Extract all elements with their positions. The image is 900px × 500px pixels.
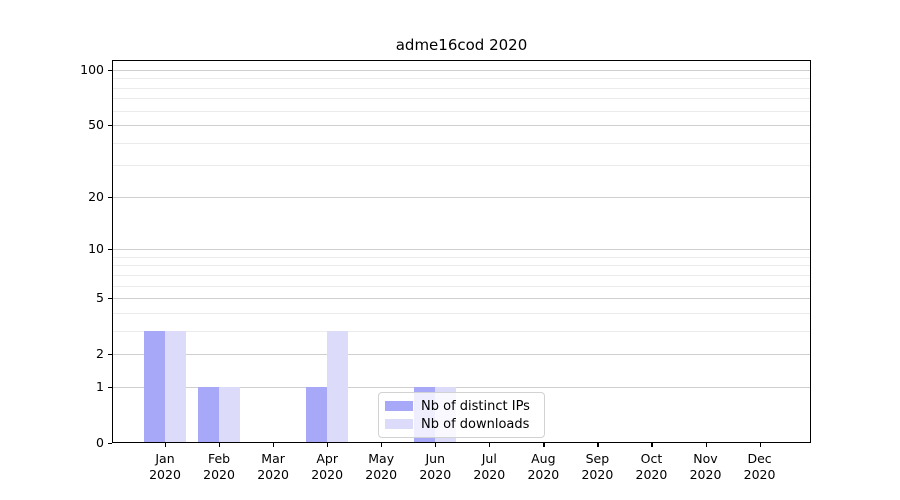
minor-gridline <box>113 165 810 167</box>
x-tick-label: Dec 2020 <box>743 451 776 482</box>
x-tick-label: Sep 2020 <box>581 451 614 482</box>
minor-gridline <box>113 285 810 287</box>
x-tick-label: Aug 2020 <box>527 451 560 482</box>
minor-gridline <box>113 142 810 144</box>
x-tick-label: Nov 2020 <box>689 451 722 482</box>
y-tick-label: 1 <box>96 378 104 394</box>
x-tick-label: Feb 2020 <box>203 451 235 482</box>
x-tick-label: May 2020 <box>365 451 398 482</box>
y-tick-mark <box>108 196 112 199</box>
minor-gridline <box>113 312 810 314</box>
x-tick-mark <box>651 443 653 447</box>
x-tick-mark <box>381 443 383 447</box>
minor-gridline <box>113 110 810 112</box>
y-tick-mark <box>108 249 112 251</box>
y-tick-mark <box>108 70 112 72</box>
x-tick-mark <box>327 443 329 447</box>
y-tick-mark <box>108 298 112 300</box>
minor-gridline <box>113 256 810 258</box>
y-tick-label: 50 <box>88 117 104 133</box>
minor-gridline <box>113 78 810 80</box>
minor-gridline <box>113 265 810 267</box>
legend-swatch-downloads <box>385 419 413 429</box>
bar-downloads <box>165 330 186 443</box>
y-tick-label: 100 <box>80 62 104 77</box>
x-tick-mark <box>165 443 167 447</box>
y-tick-label: 2 <box>96 346 104 362</box>
legend-swatch-distinct-ips <box>385 401 413 411</box>
chart-title: adme16cod 2020 <box>395 36 528 54</box>
plot-area <box>112 60 811 443</box>
y-tick-label: 0 <box>96 435 104 450</box>
y-tick-mark <box>108 354 112 356</box>
y-tick-mark <box>108 443 112 445</box>
x-tick-mark <box>489 443 491 447</box>
legend-item-distinct-ips: Nb of distinct IPs <box>385 399 538 414</box>
major-gridline <box>113 298 810 300</box>
y-tick-label: 5 <box>96 290 104 306</box>
x-tick-label: Jul 2020 <box>473 451 506 482</box>
major-gridline <box>113 249 810 251</box>
minor-gridline <box>113 330 810 332</box>
bar-distinct-ips <box>198 386 220 443</box>
x-tick-label: Jun 2020 <box>419 451 452 482</box>
minor-gridline <box>113 274 810 276</box>
x-tick-mark <box>543 443 545 447</box>
major-gridline <box>113 125 810 127</box>
legend: Nb of distinct IPs Nb of downloads <box>378 392 545 438</box>
y-tick-label: 10 <box>88 241 104 257</box>
bar-downloads <box>327 330 349 443</box>
legend-label-distinct-ips: Nb of distinct IPs <box>421 398 530 414</box>
major-gridline <box>113 386 810 388</box>
x-tick-label: Mar 2020 <box>257 451 289 482</box>
bar-distinct-ips <box>306 386 328 443</box>
major-gridline <box>113 196 810 198</box>
minor-gridline <box>113 87 810 89</box>
bar-downloads <box>219 386 241 443</box>
x-tick-mark <box>219 443 221 447</box>
bar-distinct-ips <box>144 330 165 443</box>
minor-gridline <box>113 98 810 100</box>
x-tick-label: Oct 2020 <box>635 451 668 482</box>
major-gridline <box>113 354 810 356</box>
x-tick-label: Apr 2020 <box>311 451 344 482</box>
x-tick-label: Jan 2020 <box>149 451 181 482</box>
y-tick-label: 20 <box>88 188 104 204</box>
x-tick-mark <box>273 443 275 447</box>
y-tick-mark <box>108 386 112 389</box>
major-gridline <box>113 70 810 71</box>
legend-label-downloads: Nb of downloads <box>421 416 530 432</box>
x-tick-mark <box>435 443 437 447</box>
x-tick-mark <box>705 443 707 447</box>
x-tick-mark <box>759 443 761 447</box>
x-tick-mark <box>597 443 599 447</box>
y-tick-mark <box>108 125 112 127</box>
legend-item-downloads: Nb of downloads <box>385 417 538 432</box>
